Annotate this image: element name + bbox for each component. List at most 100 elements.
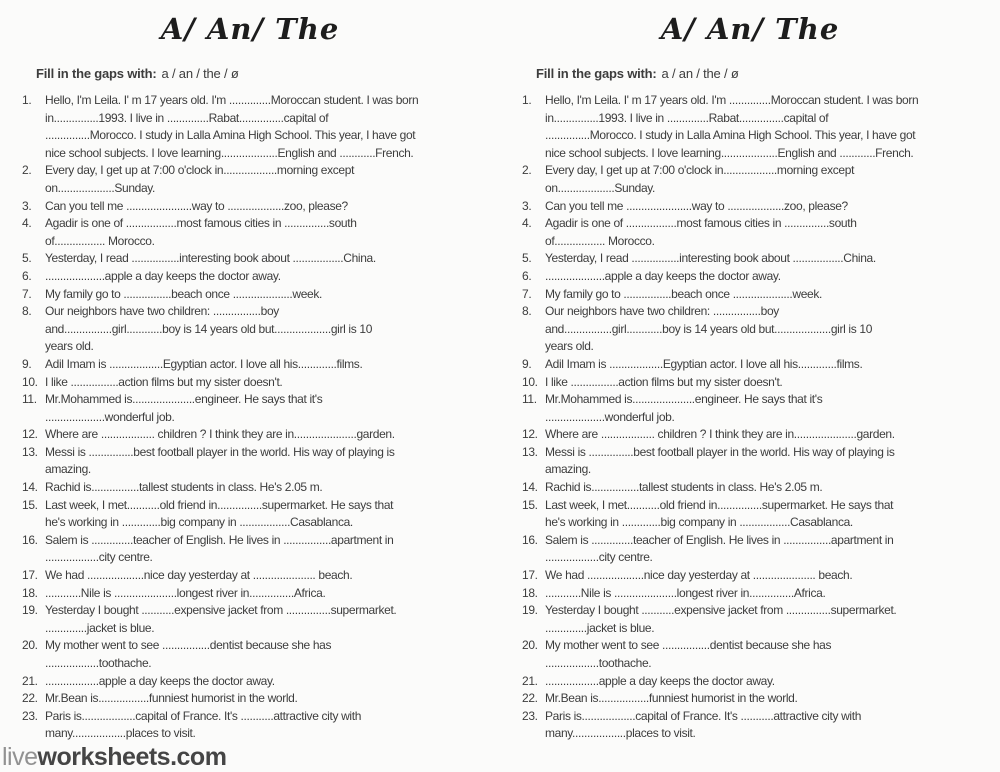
worksheet-item: 5. Yesterday, I read ................inte… (522, 250, 1000, 268)
worksheet-item: 14. Rachid is................tallest stud… (22, 479, 500, 497)
item-text-line: ...............Morocco. I study in Lalla… (545, 128, 916, 143)
worksheet-item: 11. Mr.Mohammed is.....................en… (22, 391, 500, 426)
item-text-line: Adil Imam is ..................Egyptian … (45, 356, 363, 371)
worksheet-item: 7. My family go to ................beach … (522, 286, 1000, 304)
item-text: ..................apple a day keeps the … (545, 673, 775, 691)
worksheet-item: 22. Mr.Bean is.................funniest h… (22, 690, 500, 708)
worksheet-item: 6. ....................apple a day keeps … (22, 268, 500, 286)
worksheet-item: 10. I like ................action films b… (22, 374, 500, 392)
item-number: 4. (522, 216, 532, 231)
item-text-line: Mr.Bean is.................funniest humo… (545, 691, 798, 706)
item-text: Mr.Mohammed is.....................engin… (545, 391, 823, 426)
item-text-line: Can you tell me ......................wa… (545, 198, 848, 213)
page-title: A/ An/ The (660, 12, 840, 46)
item-text-line: Rachid is................tallest student… (45, 480, 323, 495)
item-number: 23. (22, 708, 38, 723)
worksheet-item: 14. Rachid is................tallest stud… (522, 479, 1000, 497)
item-text-line: Yesterday, I read ................intere… (45, 251, 376, 266)
item-text: Paris is..................capital of Fra… (45, 708, 361, 743)
item-text-line: ..................city centre. (45, 550, 153, 565)
item-text: Yesterday I bought ...........expensive … (45, 602, 397, 637)
item-number: 17. (522, 568, 538, 583)
logo-text-live: live (2, 743, 38, 771)
item-text: My mother went to see ................de… (545, 637, 831, 672)
worksheet-item: 16. Salem is ..............teacher of Eng… (22, 532, 500, 567)
worksheet-item: 20. My mother went to see ...............… (522, 637, 1000, 672)
item-text: My family go to ................beach on… (545, 286, 822, 304)
item-text: Where are .................. children ? … (545, 426, 895, 444)
item-text-line: nice school subjects. I love learning...… (45, 145, 414, 160)
item-number: 6. (522, 268, 532, 283)
item-text-line: Yesterday, I read ................intere… (545, 251, 876, 266)
worksheet-item: 3. Can you tell me ......................… (22, 198, 500, 216)
item-text-line: Mr.Mohammed is.....................engin… (45, 392, 323, 407)
item-number: 4. (22, 216, 32, 231)
item-text: Every day, I get up at 7:00 o'clock in..… (545, 162, 854, 197)
item-text: Rachid is................tallest student… (545, 479, 823, 497)
item-text: My family go to ................beach on… (45, 286, 322, 304)
item-text-line: and................girl............boy i… (45, 321, 373, 336)
worksheet-item: 6. ....................apple a day keeps … (522, 268, 1000, 286)
item-number: 12. (22, 427, 38, 442)
item-text: Yesterday, I read ................intere… (545, 250, 876, 268)
item-text-line: We had ...................nice day yeste… (545, 568, 853, 583)
item-text-line: I like ................action films but … (45, 374, 283, 389)
worksheet-item: 17. We had ...................nice day ye… (22, 567, 500, 585)
item-text-line: Mr.Bean is.................funniest humo… (45, 691, 298, 706)
item-number: 15. (522, 497, 538, 512)
item-text-line: ....................apple a day keeps th… (545, 268, 781, 283)
item-text-line: Rachid is................tallest student… (545, 480, 823, 495)
item-text-line: on...................Sunday. (545, 180, 656, 195)
item-text: Where are .................. children ? … (45, 426, 395, 444)
item-number: 9. (522, 356, 532, 371)
item-text-line: We had ...................nice day yeste… (45, 568, 353, 583)
instructions-options: a / an / the / ø (661, 66, 739, 81)
item-number: 7. (522, 286, 532, 301)
item-text: Adil Imam is ..................Egyptian … (545, 356, 863, 374)
liveworksheets-logo: liveworksheets.com (2, 743, 227, 771)
worksheet-item: 15. Last week, I met...........old friend… (522, 497, 1000, 532)
item-text: Mr.Bean is.................funniest humo… (45, 690, 298, 708)
item-text-line: ...............Morocco. I study in Lalla… (45, 128, 416, 143)
item-number: 3. (22, 198, 32, 213)
item-text: ............Nile is ....................… (45, 585, 326, 603)
item-number: 8. (522, 304, 532, 319)
worksheet-item: 2. Every day, I get up at 7:00 o'clock in… (22, 162, 500, 197)
item-text: Yesterday I bought ...........expensive … (545, 602, 897, 637)
item-text-line: in...............1993. I live in .......… (45, 110, 329, 125)
item-number: 22. (22, 691, 38, 706)
item-text-line: Messi is ...............best football pl… (545, 444, 895, 459)
item-text-line: My family go to ................beach on… (545, 286, 822, 301)
worksheet-item: 3. Can you tell me ......................… (522, 198, 1000, 216)
worksheet-item: 12. Where are .................. children… (522, 426, 1000, 444)
item-text-line: ....................apple a day keeps th… (45, 268, 281, 283)
item-text-line: amazing. (545, 462, 591, 477)
worksheet-page-right: A/ An/ The Fill in the gaps with: a / an … (500, 0, 1000, 772)
item-text: Our neighbors have two children: .......… (545, 303, 872, 356)
item-number: 13. (522, 444, 538, 459)
item-number: 16. (522, 532, 538, 547)
logo-text-worksheets: worksheets.com (37, 743, 227, 771)
item-text-line: ..................city centre. (545, 550, 653, 565)
item-text: Mr.Mohammed is.....................engin… (45, 391, 323, 426)
instructions-options: a / an / the / ø (161, 66, 239, 81)
item-text-line: ..................toothache. (545, 656, 652, 670)
worksheet-item: 13. Messi is ...............best football… (22, 444, 500, 479)
item-text: I like ................action films but … (45, 374, 283, 392)
worksheet-item: 18. ............Nile is .................… (522, 585, 1000, 603)
worksheet-item: 21. ..................apple a day keeps t… (22, 673, 500, 691)
item-text-line: amazing. (45, 462, 91, 477)
worksheet-item: 8. Our neighbors have two children: .....… (22, 303, 500, 356)
item-number: 18. (22, 585, 38, 600)
item-text-line: Every day, I get up at 7:00 o'clock in..… (45, 163, 355, 178)
item-text-line: and................girl............boy i… (545, 321, 873, 336)
item-number: 13. (22, 444, 38, 459)
item-number: 22. (522, 691, 538, 706)
item-text: Messi is ...............best football pl… (45, 444, 395, 479)
item-text-line: Agadir is one of .................most f… (545, 216, 857, 231)
item-text-line: he's working in .............big company… (545, 515, 853, 530)
worksheet-item: 20. My mother went to see ...............… (22, 637, 500, 672)
worksheet-item: 9. Adil Imam is ..................Egyptia… (22, 356, 500, 374)
item-number: 20. (522, 638, 538, 653)
